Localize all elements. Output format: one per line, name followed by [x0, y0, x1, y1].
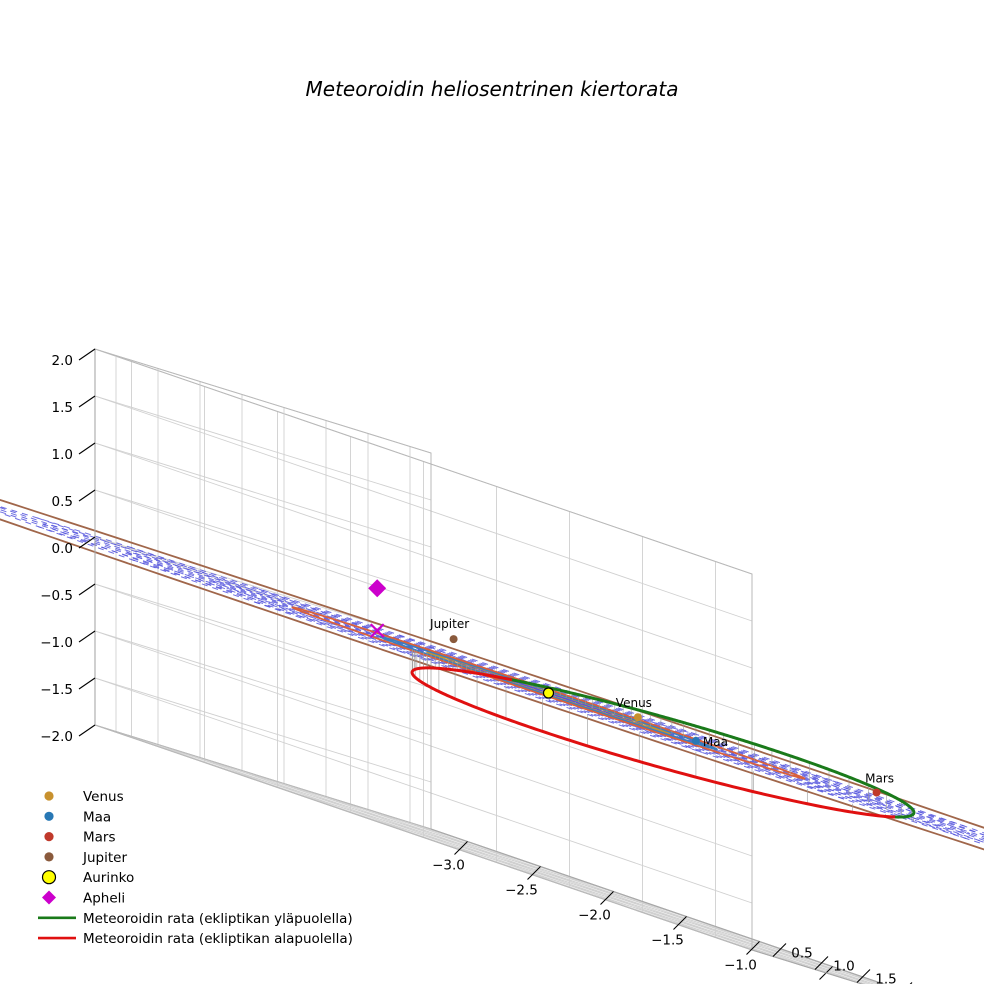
z-tick-label: −2.0 — [40, 729, 73, 745]
legend-marker-swatch — [44, 811, 54, 821]
legend-item-maa[interactable]: Maa — [44, 809, 111, 825]
z-tick-mark — [78, 724, 96, 737]
y-tick-label: 0.5 — [791, 946, 812, 962]
ecliptic-polar-grid — [0, 506, 984, 845]
legend-marker-swatch — [44, 852, 54, 862]
marker-apheli — [368, 579, 387, 598]
z-tick-label: 2.0 — [52, 353, 73, 369]
z-tick-label: 0.0 — [52, 541, 73, 557]
x-tick-label: −0.5 — [797, 983, 830, 984]
legend-marker-swatch — [41, 870, 57, 885]
z-tick-label: 1.0 — [52, 447, 73, 463]
marker-mars — [872, 788, 881, 797]
meteoroid-below-ecliptic — [410, 666, 898, 819]
z-tick-label: −0.5 — [40, 588, 73, 604]
legend-item-aurinko[interactable]: Aurinko — [41, 870, 135, 886]
legend-item-meteoroidin-rata-ekliptikan-alapuolella[interactable]: Meteoroidin rata (ekliptikan alapuolella… — [38, 931, 353, 947]
z-tick-mark — [78, 395, 96, 408]
legend-item-label: Jupiter — [82, 850, 127, 866]
x-tick-label: −1.0 — [724, 958, 757, 974]
x-tick-label: −2.5 — [505, 883, 538, 899]
z-tick-mark — [78, 489, 96, 502]
z-tick-label: 0.5 — [52, 494, 73, 510]
z-tick-mark — [78, 442, 96, 455]
apheli-ecliptic-projection-marker — [369, 623, 385, 638]
axis-decorations: −3.0 −2.5 −2.0 −1.5 −1.0 −0.5 0.0 0.5 1.0 0.5 1.0 1… — [40, 348, 913, 984]
jupiter-annotation: Jupiter — [429, 617, 469, 631]
legend-item-label: Mars — [83, 830, 116, 846]
legend-item-venus[interactable]: Venus — [44, 789, 124, 805]
legend-marker-swatch — [44, 832, 54, 842]
x-tick-label: −1.5 — [651, 933, 684, 949]
venus-annotation: Venus — [616, 696, 652, 710]
legend-marker-swatch — [44, 791, 54, 801]
z-tick-label: −1.0 — [40, 635, 73, 651]
axes-panes — [94, 348, 886, 984]
x-tick-label: −2.0 — [578, 908, 611, 924]
marker-venus — [633, 713, 642, 722]
legend-item-mars[interactable]: Mars — [44, 830, 116, 846]
meteoroid-orbit — [410, 666, 916, 819]
z-tick-mark — [78, 536, 96, 549]
legend: Venus Maa Mars Jupiter Aurinko Apheli Meteoroi… — [38, 789, 353, 947]
z-tick-label: −1.5 — [40, 682, 73, 698]
legend-item-meteoroidin-rata-ekliptikan-yläpuolella[interactable]: Meteoroidin rata (ekliptikan yläpuolella… — [38, 911, 353, 927]
meteoroid-above-ecliptic — [509, 678, 525, 684]
z-tick-label: 1.5 — [52, 400, 73, 416]
z-tick-mark — [78, 677, 96, 690]
legend-item-label: Apheli — [83, 891, 125, 907]
x-tick-label: −3.0 — [432, 858, 465, 874]
meteoroid-above-ecliptic — [521, 680, 916, 819]
z-tick-mark — [78, 583, 96, 596]
page-title: Meteoroidin heliosentrinen kiertorata — [306, 77, 679, 101]
y-tick-mark — [814, 956, 829, 970]
z-tick-mark — [78, 630, 96, 643]
x-tick-mark — [454, 841, 468, 855]
maa-annotation: Maa — [703, 735, 728, 749]
x-tick-mark — [673, 916, 687, 930]
legend-marker-swatch — [42, 890, 56, 905]
meteoroid-drop-stems — [411, 649, 914, 822]
legend-item-apheli[interactable]: Apheli — [42, 890, 125, 907]
y-tick-mark — [856, 969, 871, 983]
y-tick-label: 1.0 — [833, 959, 854, 975]
y-tick-mark — [772, 943, 787, 957]
orbit-jupiterin-rata — [0, 498, 984, 851]
marker-jupiter — [449, 635, 458, 644]
marker-maa — [691, 736, 700, 745]
planet-orbits — [0, 498, 984, 851]
body-markers: Venus Maa Mars Jupiter — [368, 579, 894, 797]
x-tick-mark — [527, 866, 541, 880]
x-tick-mark — [600, 891, 614, 905]
legend-item-jupiter[interactable]: Jupiter — [44, 850, 127, 866]
legend-item-label: Venus — [83, 789, 124, 805]
legend-item-label: Maa — [83, 809, 111, 825]
z-tick-mark — [78, 348, 96, 361]
marker-aurinko — [542, 687, 555, 699]
mars-annotation: Mars — [865, 772, 894, 786]
y-tick-label: 1.5 — [875, 972, 896, 984]
legend-item-label: Meteoroidin rata (ekliptikan alapuolella… — [83, 931, 353, 947]
legend-item-label: Aurinko — [83, 870, 134, 886]
x-tick-mark — [746, 941, 760, 955]
legend-item-label: Meteoroidin rata (ekliptikan yläpuolella… — [83, 911, 353, 927]
